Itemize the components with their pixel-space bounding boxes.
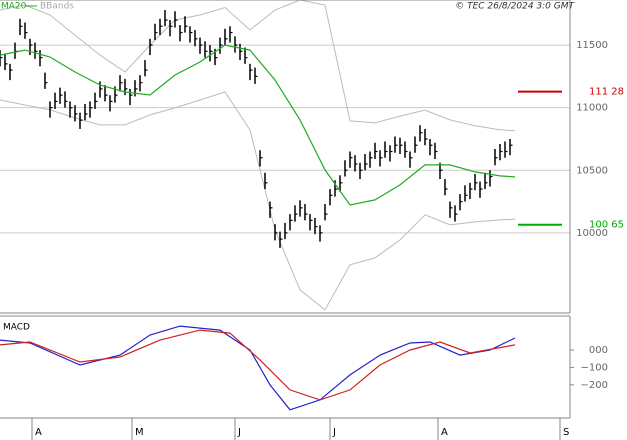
band-line: [0, 91, 516, 311]
y-tick-label: 11000: [576, 103, 608, 114]
level-label: 111 28: [589, 87, 624, 98]
source: © TEC 26/8/2024 3:0 GMT: [455, 2, 575, 12]
level-label: 100 65: [589, 220, 624, 231]
x-tick-label: J: [332, 427, 336, 438]
plot-area: [0, 0, 516, 311]
y-tick-label: 11500: [576, 40, 608, 51]
macd-line: [0, 329, 516, 401]
y-tick-label: −100: [581, 362, 608, 373]
x-tick-label: A: [441, 427, 448, 438]
ma-line: [0, 44, 516, 206]
macd-line: [0, 325, 516, 411]
panel-title: MACD: [3, 323, 30, 333]
y-tick-label: −200: [581, 380, 608, 391]
x-tick-label: J: [237, 427, 241, 438]
y-tick-label: 000: [589, 345, 608, 356]
legend-label: MA20: [1, 2, 27, 12]
band-line: [0, 0, 516, 132]
x-tick-label: M: [135, 427, 144, 438]
y-tick-label: 10500: [576, 165, 608, 176]
legend-label: BBands: [40, 2, 74, 12]
x-tick-label: S: [563, 427, 569, 438]
x-tick-label: A: [35, 427, 42, 438]
y-tick-label: 10000: [576, 228, 608, 239]
